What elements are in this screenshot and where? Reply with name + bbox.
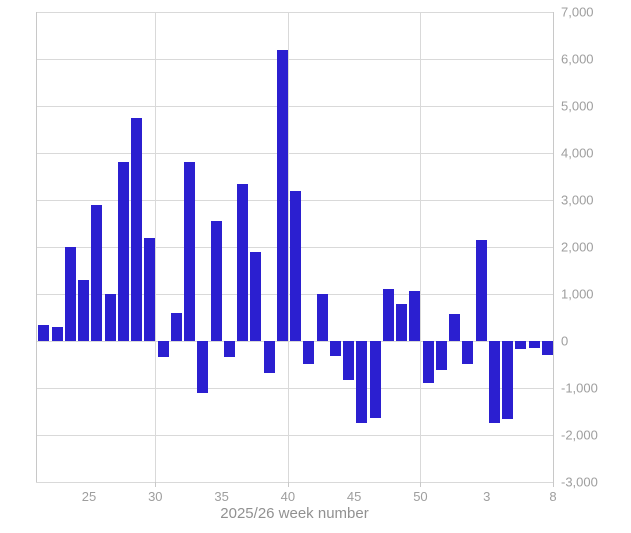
- x-gridline: [155, 12, 157, 482]
- bar-week-30: [144, 237, 156, 341]
- bar-week-39: [263, 341, 275, 374]
- x-axis-tick-label: 25: [81, 489, 97, 504]
- y-gridline: [36, 153, 553, 154]
- bar-week-36: [223, 341, 235, 357]
- x-axis-tick-label: 3: [483, 489, 491, 504]
- y-gridline: [36, 388, 553, 389]
- y-gridline: [36, 12, 553, 13]
- x-axis-tick-label: 45: [346, 489, 362, 504]
- bar-week-42: [303, 341, 315, 365]
- y-gridline: [36, 482, 553, 483]
- bar-week-47: [369, 341, 381, 419]
- y-axis-tick-label: 5,000: [561, 98, 594, 114]
- y-gridline: [36, 435, 553, 436]
- bar-week-26: [91, 204, 103, 341]
- bar-week-4: [488, 341, 500, 424]
- bar-week-24: [64, 247, 76, 341]
- bar-week-6: [515, 341, 527, 349]
- y-axis-tick-label: 3,000: [561, 192, 594, 208]
- y-axis-tick-label: 2,000: [561, 239, 594, 255]
- x-axis-title: 2025/26 week number: [220, 505, 369, 522]
- bar-week-7: [528, 341, 540, 349]
- bar-week-33: [184, 162, 196, 341]
- plot-border: [553, 12, 554, 482]
- bar-week-8: [542, 341, 553, 356]
- x-axis-tick: [420, 482, 422, 487]
- bar-week-45: [343, 341, 355, 380]
- bar-week-49: [396, 304, 408, 341]
- bar-week-1: [449, 314, 461, 341]
- bar-week-25: [78, 279, 90, 341]
- bar-week-35: [210, 221, 222, 341]
- bar-week-43: [316, 294, 328, 341]
- bar-week-52: [435, 341, 447, 371]
- x-axis-tick: [287, 482, 289, 487]
- y-axis-tick-label: -3,000: [561, 474, 598, 490]
- x-axis-tick-label: 40: [280, 489, 296, 504]
- x-axis-tick-label: 50: [413, 489, 428, 504]
- plot-border: [36, 12, 37, 482]
- bar-week-27: [104, 294, 116, 341]
- bar-week-32: [170, 312, 182, 341]
- bar-week-5: [502, 341, 514, 420]
- bar-week-46: [356, 341, 368, 424]
- bar-week-2: [462, 341, 474, 364]
- x-axis-tick-label: 35: [214, 489, 229, 504]
- bar-week-22: [38, 324, 50, 341]
- bar-week-34: [197, 341, 209, 393]
- y-gridline: [36, 106, 553, 107]
- y-axis-tick-label: 4,000: [561, 145, 594, 161]
- bar-week-38: [250, 251, 262, 341]
- y-axis-tick-label: -1,000: [561, 380, 598, 396]
- bar-week-23: [51, 326, 63, 341]
- bar-week-44: [329, 341, 341, 357]
- y-gridline: [36, 341, 553, 342]
- bar-week-29: [131, 117, 143, 341]
- x-gridline: [420, 12, 422, 482]
- bar-week-41: [290, 190, 302, 341]
- x-axis-tick-label: 8: [549, 489, 557, 504]
- bar-week-50: [409, 290, 421, 341]
- x-axis-tick: [553, 482, 554, 487]
- y-gridline: [36, 59, 553, 60]
- bar-week-40: [276, 49, 288, 341]
- x-axis-tick-label: 30: [148, 489, 163, 504]
- bar-week-3: [475, 239, 487, 341]
- y-axis-tick-label: 0: [561, 333, 569, 349]
- y-axis-tick-label: -2,000: [561, 427, 598, 443]
- y-axis-tick-label: 7,000: [561, 4, 594, 20]
- x-axis-tick: [155, 482, 157, 487]
- y-axis-tick-label: 6,000: [561, 51, 594, 67]
- bar-week-48: [382, 289, 394, 341]
- bar-week-51: [422, 341, 434, 384]
- bar-week-28: [117, 162, 129, 341]
- x-gridline: [287, 12, 289, 482]
- y-axis-tick-label: 1,000: [561, 286, 594, 302]
- bar-week-31: [157, 341, 169, 357]
- bar-week-37: [237, 183, 249, 341]
